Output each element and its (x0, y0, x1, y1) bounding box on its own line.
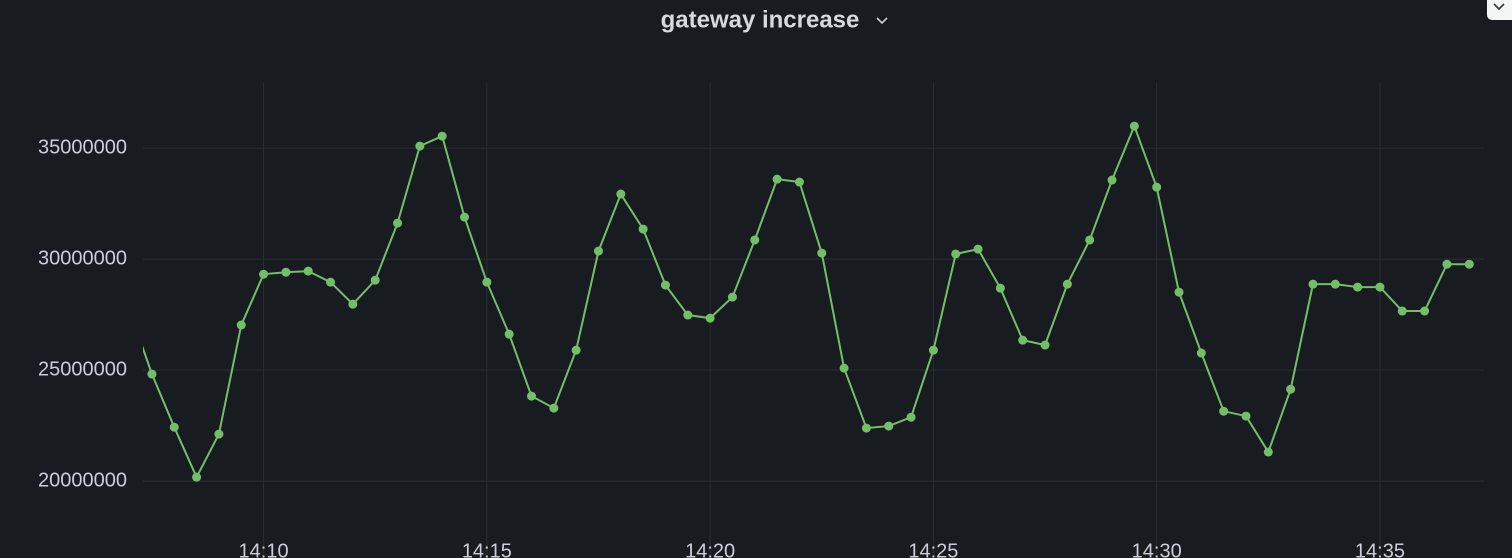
data-point (638, 224, 648, 234)
data-point (1353, 282, 1363, 292)
x-tick-label: 14:10 (239, 540, 289, 558)
data-point (906, 412, 916, 422)
data-point (1308, 279, 1318, 289)
grid (143, 83, 1484, 558)
data-point (1241, 411, 1251, 421)
data-point (1174, 287, 1184, 297)
data-point (1040, 340, 1050, 350)
y-tick-label: 25000000 (38, 358, 127, 380)
data-point (884, 421, 894, 431)
data-point (1286, 384, 1296, 394)
data-point (1397, 306, 1407, 316)
data-point (281, 267, 291, 277)
data-point (1085, 235, 1095, 245)
data-point (504, 329, 514, 339)
y-tick-label: 35000000 (38, 136, 127, 158)
data-point (1442, 259, 1452, 269)
data-point (1152, 182, 1162, 192)
data-point (683, 310, 693, 320)
data-point (839, 363, 849, 373)
data-point (973, 244, 983, 254)
data-point (995, 283, 1005, 293)
data-point (147, 369, 157, 379)
data-point (1420, 306, 1430, 316)
data-point (861, 423, 871, 433)
x-tick-label: 14:25 (908, 540, 958, 558)
y-tick-label: 30000000 (38, 247, 127, 269)
data-point (727, 292, 737, 302)
data-point (1129, 121, 1139, 131)
data-point (1263, 447, 1273, 457)
plot-area (143, 121, 1474, 482)
data-point (303, 266, 313, 276)
panel-title[interactable]: gateway increase (661, 6, 860, 33)
data-point (1330, 279, 1340, 289)
data-point (527, 391, 537, 401)
data-point (750, 235, 760, 245)
data-point (660, 280, 670, 290)
data-point (1464, 259, 1474, 269)
data-point (326, 277, 336, 287)
data-point (437, 131, 447, 141)
data-point (415, 141, 425, 151)
x-tick-label: 14:35 (1355, 540, 1405, 558)
data-point (616, 189, 626, 199)
title-chevron[interactable] (876, 17, 888, 25)
data-point (817, 248, 827, 258)
data-point (1196, 348, 1206, 358)
data-point (370, 275, 380, 285)
corner-chevron (1493, 3, 1505, 11)
data-point (928, 345, 938, 355)
data-point (259, 269, 269, 279)
data-point (593, 246, 603, 256)
data-point (214, 429, 224, 439)
x-tick-label: 14:15 (462, 540, 512, 558)
data-point (348, 299, 358, 309)
data-point (1375, 282, 1385, 292)
data-point (549, 403, 559, 413)
data-point (705, 313, 715, 323)
x-tick-label: 14:30 (1132, 540, 1182, 558)
data-point (393, 218, 403, 228)
data-point (951, 249, 961, 259)
data-point (460, 212, 470, 222)
data-point (236, 320, 246, 330)
data-point (1107, 175, 1117, 185)
data-point (1062, 279, 1072, 289)
data-point (1219, 406, 1229, 416)
x-tick-label: 14:20 (685, 540, 735, 558)
data-point (772, 174, 782, 184)
data-point (169, 422, 179, 432)
data-point (192, 472, 202, 482)
y-tick-label: 20000000 (38, 469, 127, 491)
data-point (571, 345, 581, 355)
data-point (482, 277, 492, 287)
data-point (794, 177, 804, 187)
corner-button[interactable] (1487, 0, 1512, 20)
data-point (1018, 335, 1028, 345)
